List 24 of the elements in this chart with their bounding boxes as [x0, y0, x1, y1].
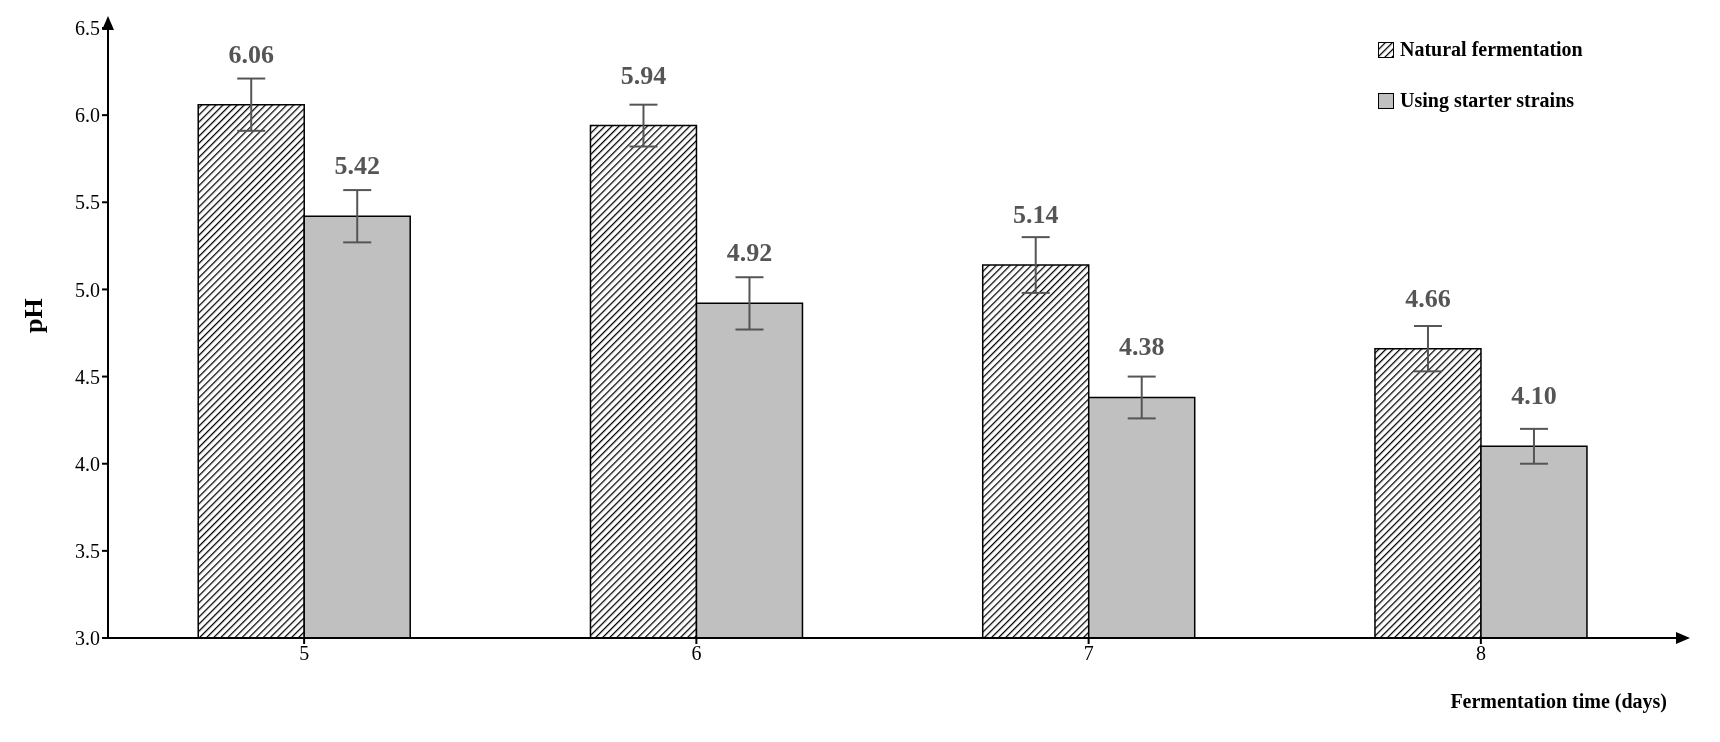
x-tick-label: 6 [691, 642, 702, 665]
data-label: 5.14 [1012, 200, 1059, 230]
legend-label: Using starter strains [1400, 89, 1575, 112]
x-tick-label: 7 [1083, 642, 1094, 665]
y-tick-label: 6.0 [75, 104, 100, 127]
y-tick-label: 3.5 [75, 539, 100, 562]
y-tick-label: 6.5 [75, 17, 100, 40]
data-label: 4.10 [1511, 381, 1557, 411]
legend-label: Natural fermentation [1400, 38, 1583, 61]
data-label: 5.94 [620, 60, 667, 90]
y-tick-label: 5.5 [75, 191, 100, 214]
data-label: 5.42 [334, 151, 380, 181]
data-label: 6.06 [228, 39, 274, 69]
y-tick-label: 4.5 [75, 365, 100, 388]
x-axis-title: Fermentation time (days) [1450, 690, 1667, 713]
data-label: 4.92 [726, 238, 773, 268]
y-tick-label: 5.0 [75, 278, 100, 301]
data-label: 4.38 [1118, 332, 1165, 362]
x-tick-label: 8 [1475, 642, 1486, 665]
y-tick-label: 3.0 [75, 627, 100, 650]
data-label: 4.66 [1405, 283, 1451, 313]
x-tick-label: 5 [299, 642, 310, 665]
y-tick-label: 4.0 [75, 452, 100, 475]
y-axis-title: pH [19, 298, 49, 333]
